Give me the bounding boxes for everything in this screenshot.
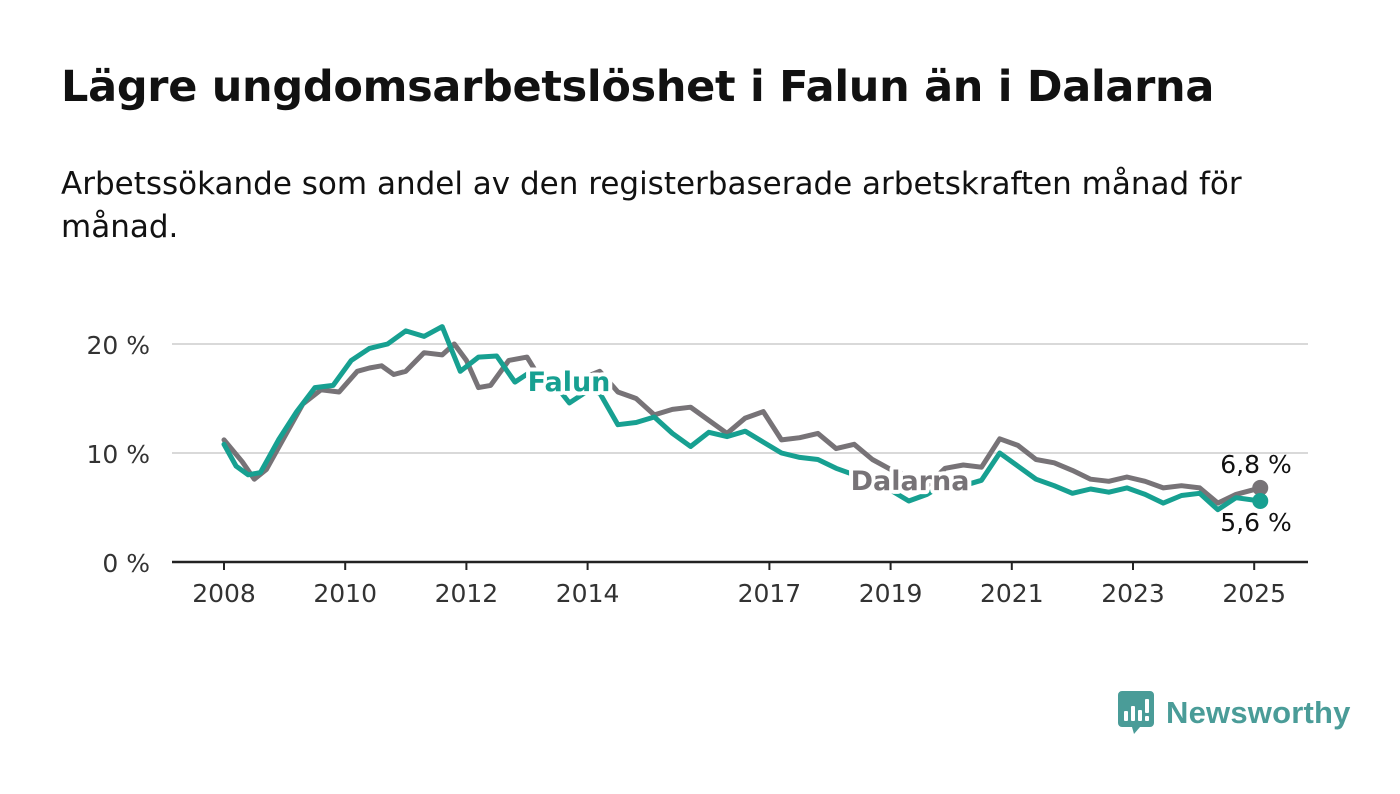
x-axis: 2008 2010 2012 2014 2017 2019 2021 2023 2025 — [172, 560, 1308, 608]
gridlines — [172, 343, 1308, 454]
y-axis-ticks: 0 % 10 % 20 % — [86, 331, 150, 578]
series-lines — [221, 324, 1263, 513]
x-tick-label: 2008 — [192, 579, 256, 608]
series-name-label-falun: Falun — [528, 367, 611, 398]
y-tick-label: 20 % — [86, 331, 150, 360]
chart-title: Lägre ungdomsarbetslöshet i Falun än i D… — [61, 62, 1215, 112]
series-line-falun — [221, 324, 1263, 513]
x-tick-label: 2017 — [738, 579, 802, 608]
x-tick-label: 2014 — [556, 579, 620, 608]
series-line-dalarna — [221, 341, 1263, 506]
x-tick-label: 2023 — [1101, 579, 1165, 608]
series-end-dot-dalarna — [1252, 479, 1269, 496]
series-end-dot-falun — [1252, 492, 1269, 509]
x-tick-label: 2019 — [859, 579, 923, 608]
x-tick-label: 2012 — [435, 579, 499, 608]
line-chart: 0 % 10 % 20 % 2008 2010 2012 2014 2017 2019 2021… — [86, 324, 1308, 608]
newsworthy-logo-icon — [1118, 691, 1154, 734]
y-tick-label: 0 % — [102, 549, 150, 578]
series-labels: Falun Dalarna 6,8 % 5,6 % — [524, 363, 1292, 537]
y-tick-label: 10 % — [86, 440, 150, 469]
x-tick-label: 2021 — [980, 579, 1044, 608]
newsworthy-logo: Newsworthy — [1118, 691, 1351, 735]
series-end-label-dalarna: 6,8 % — [1220, 450, 1291, 479]
x-tick-label: 2025 — [1222, 579, 1286, 608]
series-name-label-dalarna: Dalarna — [851, 466, 970, 497]
series-end-label-falun: 5,6 % — [1220, 508, 1291, 537]
x-tick-label: 2010 — [313, 579, 377, 608]
newsworthy-logo-text: Newsworthy — [1166, 695, 1351, 730]
chart-subtitle: Arbetssökande som andel av den registerb… — [61, 166, 1242, 245]
